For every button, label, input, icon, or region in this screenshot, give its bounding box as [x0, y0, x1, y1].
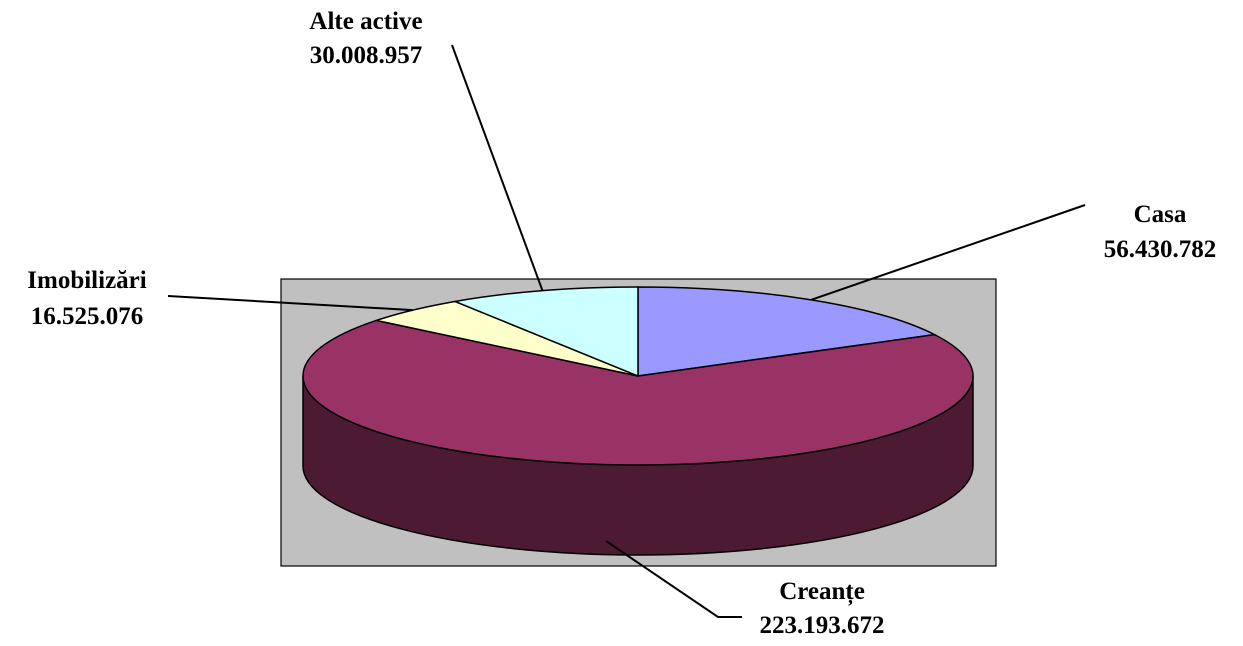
label-imobilizari-value: 16.525.076	[31, 303, 144, 330]
label-casa-value: 56.430.782	[1104, 236, 1217, 263]
label-casa-name: Casa	[1134, 201, 1187, 228]
label-alte-active-value: 30.008.957	[310, 42, 423, 69]
slice-creante	[302, 319, 974, 466]
leader-line-alte-active	[451, 44, 544, 292]
label-alte-active-name: Alte active	[309, 8, 422, 35]
leader-line-creante	[605, 540, 742, 618]
leader-line-imobilizari	[167, 295, 413, 312]
label-creante-value: 223.193.672	[760, 612, 885, 639]
slice-alte-active	[452, 286, 639, 378]
label-creante-name: Creanțe	[779, 578, 865, 606]
leader-line-casa	[810, 204, 1086, 301]
label-imobilizari-name: Imobilizări	[27, 267, 146, 294]
